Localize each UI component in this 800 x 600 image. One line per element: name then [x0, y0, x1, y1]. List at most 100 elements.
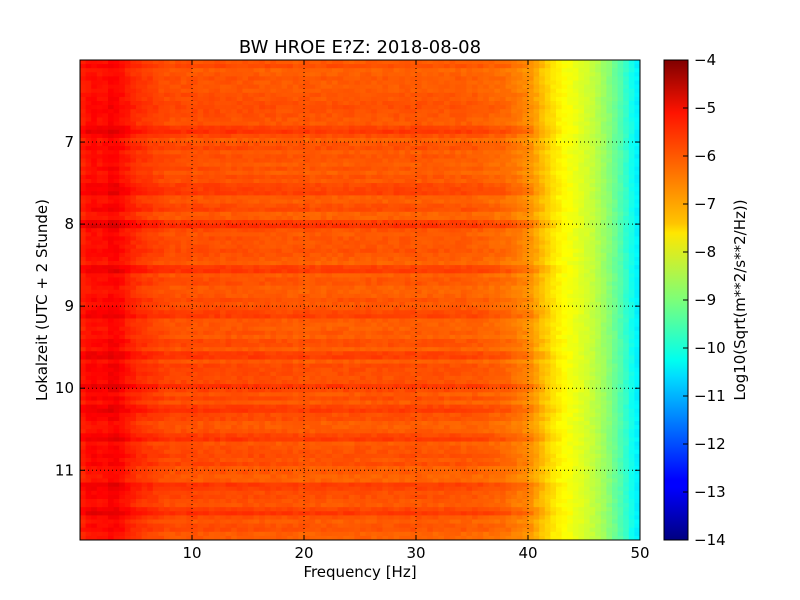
heatmap-cell: [388, 203, 395, 209]
heatmap-cell: [113, 146, 120, 151]
heatmap-cell: [388, 101, 395, 106]
heatmap-cell: [287, 199, 294, 205]
heatmap-cell: [169, 244, 176, 250]
heatmap-cell: [80, 261, 87, 266]
heatmap-cell: [91, 220, 98, 225]
heatmap-cell: [561, 76, 568, 82]
heatmap-cell: [612, 232, 619, 238]
heatmap-cell: [281, 105, 288, 110]
heatmap-cell: [192, 142, 199, 147]
heatmap-cell: [248, 121, 255, 127]
heatmap-cell: [522, 240, 529, 246]
heatmap-cell: [539, 240, 546, 246]
heatmap-cell: [164, 113, 171, 119]
heatmap-cell: [354, 142, 361, 147]
heatmap-cell: [248, 105, 255, 110]
heatmap-cell: [236, 232, 243, 238]
heatmap-cell: [612, 256, 619, 262]
heatmap-cell: [203, 142, 210, 147]
heatmap-cell: [600, 117, 607, 123]
heatmap-cell: [623, 224, 630, 229]
heatmap-cell: [124, 64, 131, 69]
heatmap-cell: [444, 96, 451, 102]
heatmap-cell: [505, 183, 512, 188]
heatmap-cell: [488, 256, 495, 262]
heatmap-cell: [180, 60, 187, 65]
heatmap-cell: [634, 256, 640, 262]
heatmap-cell: [612, 224, 619, 229]
heatmap-cell: [477, 224, 484, 229]
heatmap-cell: [180, 113, 187, 119]
heatmap-cell: [348, 187, 355, 192]
heatmap-cell: [388, 96, 395, 102]
heatmap-cell: [494, 240, 501, 246]
heatmap-cell: [556, 158, 563, 164]
heatmap-cell: [561, 248, 568, 254]
heatmap-cell: [539, 203, 546, 209]
heatmap-cell: [85, 256, 92, 262]
heatmap-cell: [259, 113, 266, 119]
heatmap-cell: [164, 183, 171, 188]
heatmap-cell: [175, 195, 182, 201]
heatmap-cell: [281, 117, 288, 123]
heatmap-cell: [91, 244, 98, 250]
heatmap-cell: [113, 150, 120, 155]
heatmap-cell: [186, 191, 193, 196]
heatmap-cell: [248, 109, 255, 114]
heatmap-cell: [388, 166, 395, 172]
heatmap-cell: [634, 248, 640, 254]
heatmap-cell: [343, 129, 350, 135]
heatmap-cell: [466, 215, 473, 221]
heatmap-cell: [516, 105, 523, 110]
heatmap-cell: [320, 170, 327, 176]
heatmap-cell: [612, 236, 619, 242]
heatmap-cell: [522, 80, 529, 86]
heatmap-cell: [91, 211, 98, 217]
heatmap-cell: [175, 154, 182, 160]
heatmap-cell: [332, 125, 339, 131]
heatmap-cell: [460, 158, 467, 164]
heatmap-cell: [253, 166, 260, 172]
heatmap-cell: [298, 252, 305, 258]
heatmap-cell: [225, 133, 232, 139]
heatmap-cell: [533, 92, 540, 98]
heatmap-cell: [612, 240, 619, 246]
heatmap-cell: [348, 199, 355, 205]
heatmap-cell: [264, 244, 271, 250]
heatmap-cell: [432, 142, 439, 147]
heatmap-cell: [455, 228, 462, 233]
heatmap-cell: [516, 137, 523, 143]
heatmap-cell: [113, 232, 120, 238]
heatmap-cell: [208, 178, 215, 184]
heatmap-cell: [544, 215, 551, 221]
heatmap-cell: [522, 199, 529, 205]
heatmap-cell: [292, 101, 299, 106]
heatmap-cell: [152, 162, 159, 168]
heatmap-cell: [360, 72, 367, 78]
heatmap-cell: [231, 211, 238, 217]
heatmap-cell: [152, 178, 159, 184]
heatmap-cell: [533, 109, 540, 114]
heatmap-cell: [320, 129, 327, 135]
heatmap-cell: [410, 64, 417, 69]
heatmap-cell: [354, 64, 361, 69]
heatmap-cell: [281, 248, 288, 254]
heatmap-cell: [332, 154, 339, 160]
heatmap-cell: [516, 248, 523, 254]
heatmap-cell: [416, 96, 423, 102]
heatmap-cell: [270, 166, 277, 172]
heatmap-cell: [432, 80, 439, 86]
heatmap-cell: [365, 232, 372, 238]
heatmap-cell: [561, 195, 568, 201]
heatmap-cell: [539, 92, 546, 98]
heatmap-cell: [158, 220, 165, 225]
heatmap-cell: [96, 117, 103, 123]
heatmap-cell: [399, 162, 406, 168]
heatmap-cell: [628, 150, 635, 155]
heatmap-cell: [360, 64, 367, 69]
heatmap-cell: [214, 142, 221, 147]
heatmap-cell: [136, 195, 143, 201]
heatmap-cell: [141, 244, 148, 250]
heatmap-cell: [124, 256, 131, 262]
heatmap-cell: [584, 244, 591, 250]
